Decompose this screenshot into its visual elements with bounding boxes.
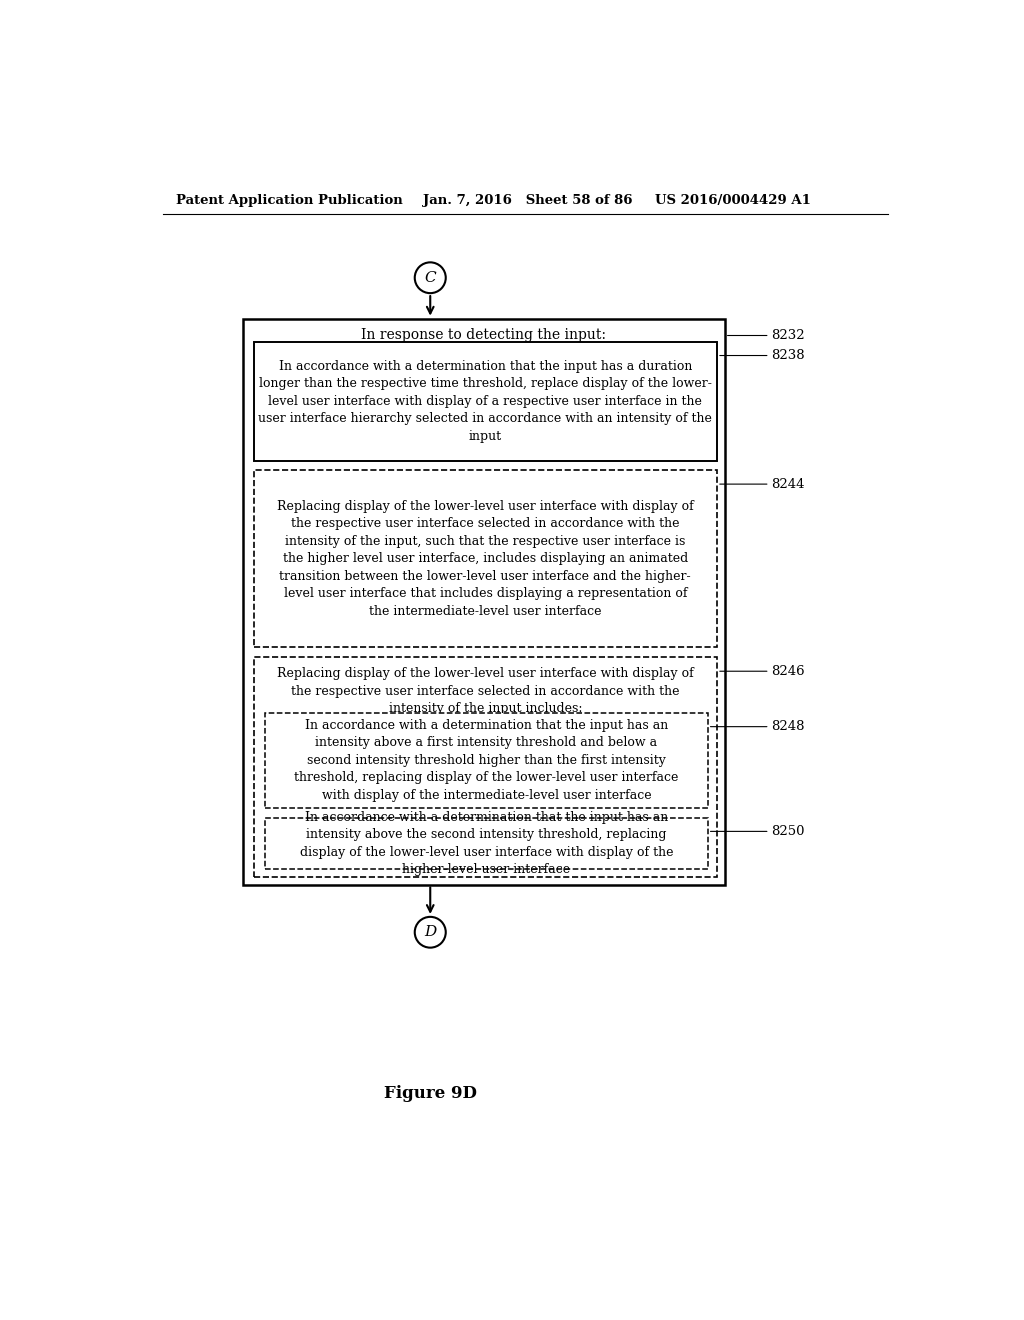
Text: In response to detecting the input:: In response to detecting the input: [361,329,606,342]
Text: Replacing display of the lower-level user interface with display of
the respecti: Replacing display of the lower-level use… [276,667,693,715]
Text: C: C [424,271,436,285]
Bar [243,318,725,884]
Bar [254,470,717,647]
Bar [254,342,717,461]
Text: 8248: 8248 [771,721,805,733]
Text: 8238: 8238 [771,348,805,362]
Bar [254,657,717,876]
Text: In accordance with a determination that the input has a duration
longer than the: In accordance with a determination that … [258,360,713,442]
Text: 8250: 8250 [771,825,805,838]
Text: 8232: 8232 [771,329,805,342]
Text: Jan. 7, 2016   Sheet 58 of 86: Jan. 7, 2016 Sheet 58 of 86 [423,194,632,207]
Text: US 2016/0004429 A1: US 2016/0004429 A1 [655,194,811,207]
Text: D: D [424,925,436,940]
Text: 8244: 8244 [771,478,805,491]
Text: Figure 9D: Figure 9D [384,1085,477,1102]
Bar [265,713,708,808]
Text: In accordance with a determination that the input has an
intensity above a first: In accordance with a determination that … [294,718,679,801]
Text: In accordance with a determination that the input has an
intensity above the sec: In accordance with a determination that … [300,810,673,876]
Text: Patent Application Publication: Patent Application Publication [176,194,402,207]
Text: 8246: 8246 [771,665,805,677]
Text: Replacing display of the lower-level user interface with display of
the respecti: Replacing display of the lower-level use… [276,500,693,618]
Bar [265,817,708,869]
